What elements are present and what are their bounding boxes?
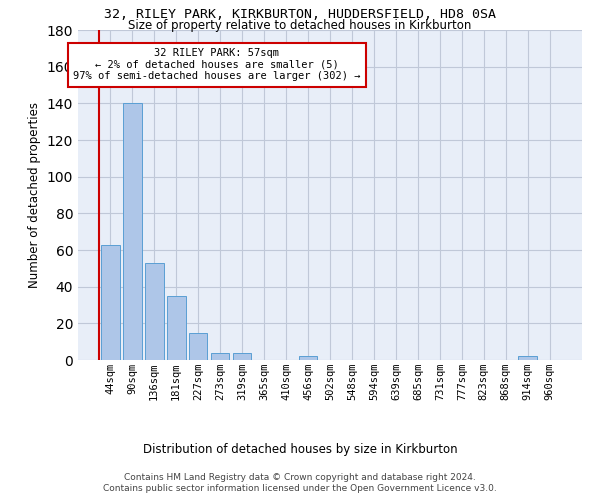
Bar [123, 104, 142, 360]
Bar [145, 263, 164, 360]
Bar [189, 332, 208, 360]
Bar [299, 356, 317, 360]
Text: Contains HM Land Registry data © Crown copyright and database right 2024.: Contains HM Land Registry data © Crown c… [124, 472, 476, 482]
Bar [518, 356, 537, 360]
Text: 32 RILEY PARK: 57sqm
← 2% of detached houses are smaller (5)
97% of semi-detache: 32 RILEY PARK: 57sqm ← 2% of detached ho… [73, 48, 361, 82]
Text: Distribution of detached houses by size in Kirkburton: Distribution of detached houses by size … [143, 442, 457, 456]
Text: Size of property relative to detached houses in Kirkburton: Size of property relative to detached ho… [128, 19, 472, 32]
Y-axis label: Number of detached properties: Number of detached properties [28, 102, 41, 288]
Text: 32, RILEY PARK, KIRKBURTON, HUDDERSFIELD, HD8 0SA: 32, RILEY PARK, KIRKBURTON, HUDDERSFIELD… [104, 8, 496, 20]
Bar [211, 352, 229, 360]
Bar [101, 244, 119, 360]
Text: Contains public sector information licensed under the Open Government Licence v3: Contains public sector information licen… [103, 484, 497, 493]
Bar [233, 352, 251, 360]
Bar [167, 296, 185, 360]
